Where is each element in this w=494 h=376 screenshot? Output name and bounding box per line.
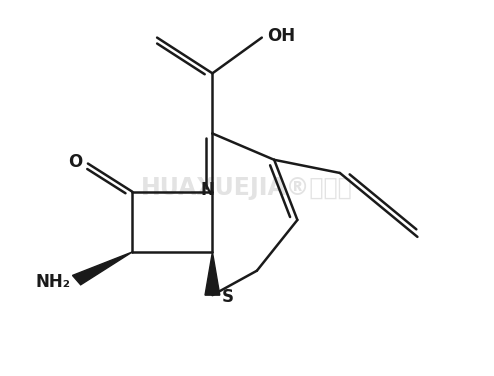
Text: HUAXUEJIA®化学加: HUAXUEJIA®化学加 bbox=[141, 176, 353, 200]
Text: O: O bbox=[69, 153, 82, 171]
Polygon shape bbox=[73, 252, 132, 285]
Text: OH: OH bbox=[268, 27, 295, 45]
Text: N: N bbox=[201, 181, 214, 199]
Polygon shape bbox=[205, 252, 220, 295]
Text: NH₂: NH₂ bbox=[36, 273, 70, 291]
Text: S: S bbox=[222, 288, 234, 306]
